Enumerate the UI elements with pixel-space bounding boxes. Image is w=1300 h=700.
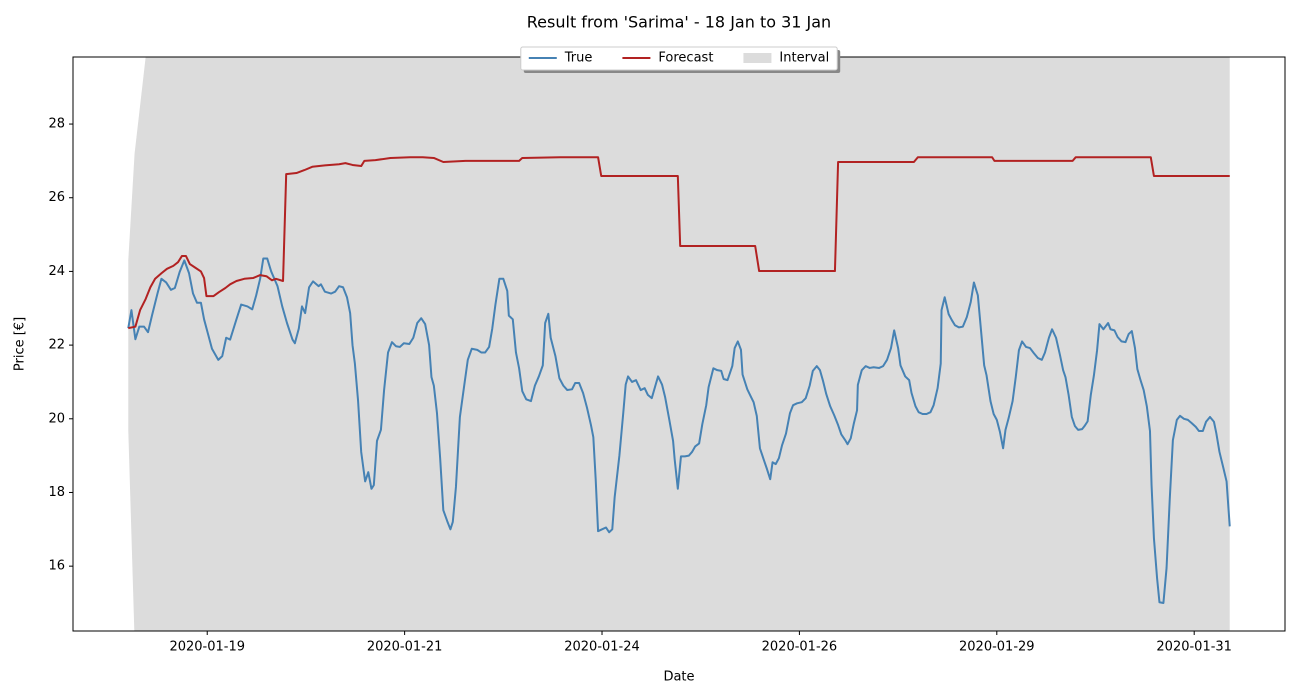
y-axis-label: Price [€] [13, 317, 28, 371]
x-tick-label: 2020-01-19 [169, 640, 245, 655]
x-tick-label: 2020-01-31 [1156, 640, 1232, 655]
legend-label: True [564, 51, 593, 66]
y-tick-label: 28 [48, 117, 65, 132]
x-tick-label: 2020-01-26 [762, 640, 838, 655]
y-tick-label: 22 [48, 338, 65, 353]
interval-area [128, 57, 1230, 631]
plot-area [127, 57, 1231, 631]
series-line [127, 257, 1231, 604]
y-tick-label: 26 [48, 190, 65, 205]
x-axis-label: Date [663, 670, 694, 685]
legend-label: Forecast [658, 51, 713, 66]
y-tick-label: 16 [48, 559, 65, 574]
chart-title: Result from 'Sarima' - 18 Jan to 31 Jan [527, 13, 831, 32]
legend: True Forecast Interval [520, 46, 841, 73]
legend-label: Interval [779, 51, 829, 66]
legend-swatch [743, 53, 772, 63]
series-line [128, 156, 1230, 330]
legend-box [520, 46, 838, 71]
y-tick-label: 18 [48, 485, 65, 500]
y-tick-label: 20 [48, 411, 65, 426]
y-tick-label: 24 [48, 264, 65, 279]
x-tick-label: 2020-01-29 [959, 640, 1035, 655]
x-tick-label: 2020-01-24 [564, 640, 640, 655]
x-tick-label: 2020-01-21 [367, 640, 443, 655]
